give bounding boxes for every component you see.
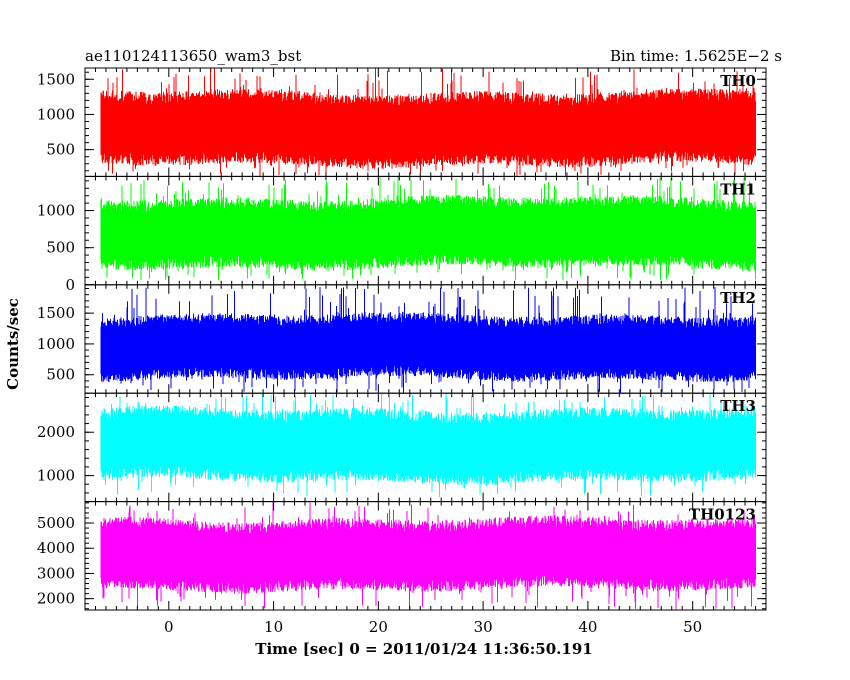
y-tick-label: 500 <box>46 239 75 257</box>
y-tick-label: 1000 <box>37 467 75 485</box>
panel-frame <box>84 501 767 611</box>
series-line-th2 <box>100 287 756 393</box>
x-tick-label: 30 <box>474 618 493 636</box>
series-line-th0123 <box>100 502 756 610</box>
panel-th0: 500 1000 1500 TH0 <box>37 67 767 177</box>
panel-label-th0123: TH0123 <box>689 506 756 524</box>
y-tick-label: 2000 <box>37 423 75 441</box>
x-tick-label: 10 <box>264 618 283 636</box>
y-tick-label: 0 <box>65 276 75 294</box>
x-tick-label: 20 <box>369 618 388 636</box>
x-tick-label: 0 <box>164 618 174 636</box>
series-line-th1 <box>100 177 756 281</box>
y-tick-label: 1000 <box>37 335 75 353</box>
y-tick-label: 1000 <box>37 105 75 123</box>
y-axis-label: Counts/sec <box>4 298 22 390</box>
y-tick-label: 500 <box>46 141 75 159</box>
panel-label-th3: TH3 <box>720 397 756 415</box>
y-tick-label: 5000 <box>37 514 75 532</box>
y-tick-label: 4000 <box>37 539 75 557</box>
y-tick-label: 3000 <box>37 564 75 582</box>
y-tick-label: 500 <box>46 366 75 384</box>
panel-th3: 1000 2000 TH3 <box>37 392 767 503</box>
panel-th0123: 2000 3000 4000 5000 TH0123 <box>37 501 767 611</box>
x-tick-label: 40 <box>578 618 597 636</box>
panel-th1: 0 500 1000 TH1 <box>37 175 767 294</box>
x-tick-label: 50 <box>683 618 702 636</box>
panel-label-th1: TH1 <box>720 180 756 198</box>
y-tick-label: 1000 <box>37 202 75 220</box>
panel-th2: 500 1000 1500 TH2 <box>37 284 767 394</box>
series-line-th0 <box>100 68 756 176</box>
chart-title-left: ae110124113650_wam3_bst <box>85 47 301 65</box>
panel-label-th2: TH2 <box>720 289 756 307</box>
y-tick-label: 2000 <box>37 590 75 608</box>
x-axis-label: Time [sec] 0 = 2011/01/24 11:36:50.191 <box>255 640 592 658</box>
panel-label-th0: TH0 <box>720 72 756 90</box>
series-line-th3 <box>100 393 756 498</box>
chart-title-right: Bin time: 1.5625E−2 s <box>610 47 782 65</box>
y-tick-label: 1500 <box>37 304 75 322</box>
y-tick-label: 1500 <box>37 70 75 88</box>
